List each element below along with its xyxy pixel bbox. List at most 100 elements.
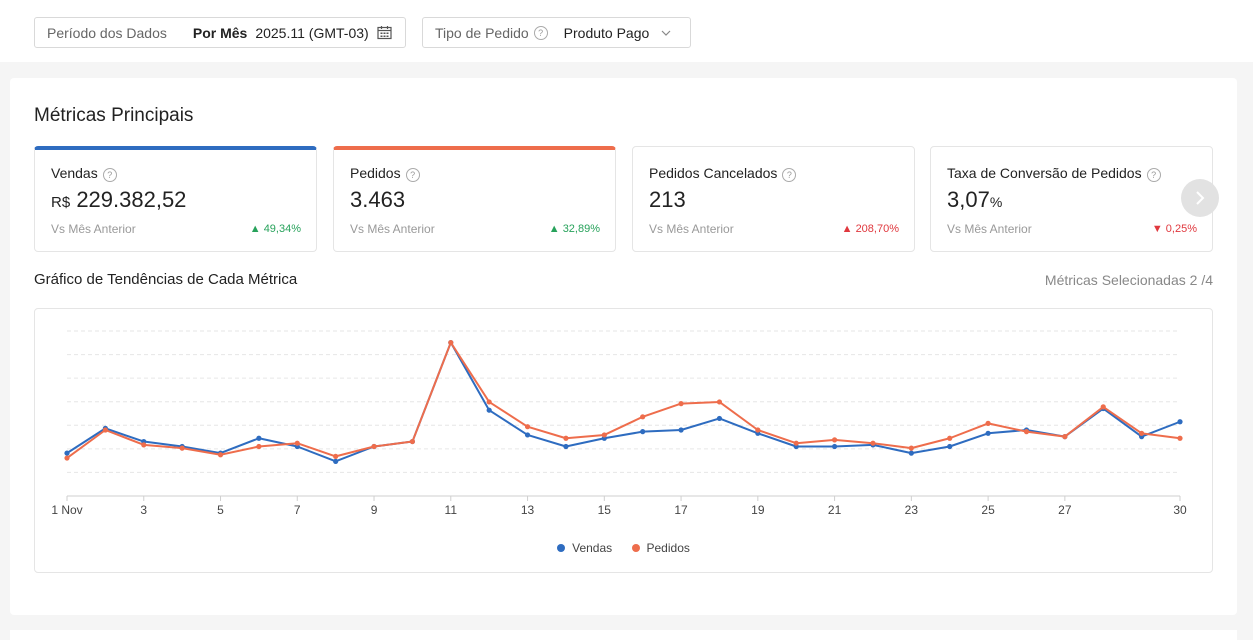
order-type-filter[interactable]: Tipo de Pedido ? Produto Pago — [422, 17, 691, 48]
data-point-pedidos — [524, 424, 531, 430]
data-point-pedidos — [640, 414, 646, 420]
metric-comparison-label: Vs Mês Anterior — [51, 222, 136, 236]
triangle-up-icon: ▲ — [548, 223, 560, 235]
legend-dot — [557, 544, 566, 552]
metric-change: ▲ 208,70% — [841, 223, 899, 235]
trend-chart: 1 Nov 3 5 7 9 11 13 15 17 19 21 23 25 27 30 Vendas Ped… — [34, 308, 1213, 573]
data-point-pedidos — [1100, 404, 1106, 410]
data-point-pedidos — [678, 401, 684, 407]
data-point-pedidos — [831, 437, 838, 443]
triangle-down-icon: ▼ — [1151, 223, 1163, 235]
metric-change: ▲ 49,34% — [249, 223, 301, 235]
data-point-pedidos — [1177, 435, 1183, 441]
chart-legend: Vendas Pedidos — [35, 541, 1212, 555]
metric-value: 3,07% — [947, 187, 1003, 212]
help-icon[interactable]: ? — [405, 168, 420, 182]
currency-prefix: R$ — [51, 194, 71, 211]
data-point-pedidos — [141, 442, 147, 448]
data-point-pedidos — [448, 339, 454, 346]
data-point-pedidos — [333, 453, 339, 459]
x-tick-label: 11 — [445, 503, 458, 517]
x-tick-label: 19 — [751, 503, 765, 517]
data-point-pedidos — [217, 452, 224, 458]
metric-title: Pedidos? — [350, 165, 420, 182]
x-tick-label: 13 — [521, 503, 535, 517]
help-icon[interactable]: ? — [782, 168, 797, 182]
metric-comparison-label: Vs Mês Anterior — [947, 222, 1032, 236]
data-point-pedidos — [256, 443, 262, 450]
x-tick-label: 27 — [1058, 503, 1072, 517]
data-point-pedidos — [947, 435, 953, 441]
data-point-pedidos — [64, 455, 70, 461]
data-point-vendas — [678, 427, 684, 433]
next-cards-button[interactable] — [1181, 179, 1219, 217]
percent-suffix: % — [989, 194, 1003, 210]
metric-card-vendas[interactable]: Vendas? R$ 229.382,52 Vs Mês Anterior ▲ … — [34, 146, 317, 252]
data-point-pedidos — [1062, 434, 1068, 440]
x-tick-label: 25 — [981, 503, 995, 517]
triangle-up-icon: ▲ — [249, 223, 261, 235]
metric-title: Pedidos Cancelados? — [649, 165, 797, 182]
x-tick-label: 23 — [905, 503, 919, 517]
chevron-right-icon — [1196, 191, 1205, 205]
metric-card-pedidos[interactable]: Pedidos? 3.463 Vs Mês Anterior ▲ 32,89% — [333, 146, 616, 252]
period-value[interactable]: 2025.11 (GMT-03) — [255, 24, 369, 41]
metric-change: ▼ 0,25% — [1151, 223, 1197, 235]
data-point-pedidos — [1023, 429, 1030, 435]
data-point-pedidos — [793, 440, 799, 446]
data-point-pedidos — [179, 445, 185, 451]
data-point-vendas — [947, 443, 953, 450]
calendar-icon[interactable] — [377, 25, 392, 40]
series-line-vendas — [66, 341, 1181, 463]
data-point-vendas — [716, 415, 723, 422]
metric-comparison-label: Vs Mês Anterior — [649, 222, 734, 236]
x-tick-label: 15 — [598, 503, 612, 517]
help-icon[interactable]: ? — [533, 25, 548, 40]
selected-metrics-count[interactable]: Métricas Selecionadas 2 /4 — [1044, 272, 1213, 288]
metric-title: Vendas? — [51, 165, 117, 182]
x-tick-label: 1 Nov — [51, 503, 82, 517]
data-point-pedidos — [563, 435, 569, 441]
next-panel-edge — [10, 630, 1237, 640]
x-tick-label: 21 — [828, 503, 842, 517]
metric-change: ▲ 32,89% — [548, 223, 600, 235]
data-point-vendas — [256, 435, 262, 441]
x-tick-label: 17 — [674, 503, 688, 517]
x-tick-label: 7 — [294, 503, 301, 517]
data-point-pedidos — [870, 440, 876, 446]
data-point-vendas — [486, 407, 492, 413]
legend-item-pedidos[interactable]: Pedidos — [631, 541, 690, 555]
data-point-pedidos — [1139, 430, 1145, 436]
data-point-pedidos — [908, 445, 914, 451]
data-point-vendas — [333, 458, 339, 464]
metric-title: Taxa de Conversão de Pedidos? — [947, 165, 1161, 182]
period-filter[interactable]: Período dos Dados Por Mês 2025.11 (GMT-0… — [34, 17, 406, 48]
data-point-pedidos — [409, 438, 416, 445]
metric-comparison-label: Vs Mês Anterior — [350, 222, 435, 236]
x-tick-label: 3 — [140, 503, 147, 517]
order-type-value[interactable]: Produto Pago — [563, 24, 650, 41]
data-point-pedidos — [601, 432, 607, 438]
data-point-pedidos — [294, 440, 300, 446]
data-point-vendas — [563, 443, 569, 450]
metric-card-taxa-conversao[interactable]: Taxa de Conversão de Pedidos? 3,07% Vs M… — [930, 146, 1213, 252]
trend-chart-svg: 1 Nov 3 5 7 9 11 13 15 17 19 21 23 25 27 30 — [51, 330, 1187, 517]
period-mode[interactable]: Por Mês — [192, 24, 248, 41]
trend-chart-title: Gráfico de Tendências de Cada Métrica — [34, 271, 298, 288]
series-line-pedidos — [66, 341, 1181, 459]
help-icon[interactable]: ? — [1146, 168, 1161, 182]
data-point-vendas — [908, 450, 914, 456]
data-point-pedidos — [102, 427, 108, 433]
metric-card-pedidos-cancelados[interactable]: Pedidos Cancelados? 213 Vs Mês Anterior … — [632, 146, 915, 252]
chevron-down-icon[interactable] — [661, 30, 671, 36]
panel-title: Métricas Principais — [34, 105, 194, 126]
data-point-vendas — [524, 432, 531, 438]
x-tick-label: 9 — [371, 503, 378, 517]
help-icon[interactable]: ? — [102, 168, 117, 182]
legend-dot — [631, 544, 640, 552]
filter-bar: Período dos Dados Por Mês 2025.11 (GMT-0… — [0, 0, 1253, 62]
x-tick-label: 5 — [217, 503, 224, 517]
legend-item-vendas[interactable]: Vendas — [557, 541, 612, 555]
metric-value: R$ 229.382,52 — [51, 187, 187, 212]
data-point-vendas — [64, 450, 70, 456]
